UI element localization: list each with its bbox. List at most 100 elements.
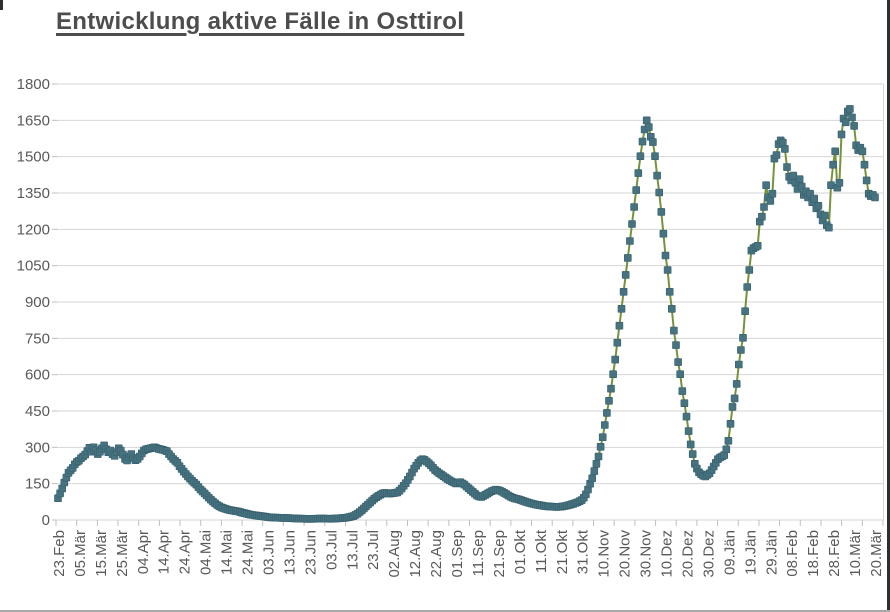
data-marker [680, 399, 689, 408]
x-tick-label: 24.Mai [240, 530, 257, 575]
y-tick-label: 1800 [17, 76, 50, 93]
x-tick-label: 18.Feb [805, 530, 822, 577]
x-tick-label: 20.Nov [617, 530, 634, 578]
data-marker [672, 341, 680, 349]
data-marker [772, 151, 781, 159]
data-marker [745, 266, 754, 274]
x-tick-label: 23.Feb [51, 530, 68, 577]
data-marker [768, 189, 777, 198]
data-marker [789, 171, 798, 180]
x-tick-label: 03.Jul [323, 530, 340, 570]
x-tick-label: 25.Mär [114, 530, 131, 577]
y-tick-label: 300 [25, 439, 50, 456]
y-tick-label: 900 [25, 294, 50, 311]
data-marker [686, 440, 695, 449]
data-marker [848, 113, 856, 122]
data-marker [841, 118, 850, 127]
x-tick-label: 23.Jul [365, 530, 382, 570]
x-tick-label: 10.Dez [659, 530, 676, 578]
data-marker [810, 194, 819, 203]
data-marker [730, 394, 739, 403]
x-tick-label: 11.Okt [533, 529, 550, 573]
y-tick-label: 1650 [17, 112, 50, 129]
data-marker [661, 251, 670, 260]
data-marker [762, 181, 770, 189]
series-line [57, 107, 876, 520]
data-marker [655, 188, 664, 197]
data-marker [613, 338, 622, 347]
data-marker [781, 145, 789, 153]
data-marker [835, 179, 844, 187]
data-marker [688, 450, 697, 458]
y-tick-label: 150 [25, 476, 50, 493]
data-marker [619, 287, 628, 296]
x-tick-label: 28.Feb [826, 530, 843, 577]
data-marker [636, 152, 645, 160]
data-marker [837, 130, 846, 139]
data-marker [609, 370, 617, 379]
data-marker [653, 171, 661, 180]
x-axis-labels: 23.Feb 05.Mär 15.Mär 25.Mär 04.Apr 14.Apr 24.A… [51, 529, 885, 577]
data-marker [682, 412, 691, 421]
screen-edge-right [887, 0, 890, 612]
data-marker [820, 211, 829, 220]
x-tick-label: 11.Sep [470, 530, 487, 576]
data-marker [825, 223, 833, 232]
data-marker [623, 254, 632, 262]
data-marker [862, 176, 871, 185]
data-marker [846, 105, 854, 113]
screen-edge-corner [0, 0, 3, 10]
x-tick-label: 20.Mär [868, 530, 885, 577]
data-marker [860, 160, 869, 169]
x-tick-label: 21.Okt [554, 529, 571, 574]
data-marker [598, 433, 607, 442]
y-tick-label: 1350 [17, 185, 50, 202]
data-marker [632, 186, 641, 194]
data-marker [651, 152, 659, 160]
x-tick-label: 03.Jun [260, 530, 277, 575]
data-marker [594, 452, 603, 461]
data-marker [737, 346, 745, 354]
data-marker [663, 266, 672, 274]
chart-title: Entwicklung aktive Fälle in Osttirol [56, 8, 465, 35]
data-marker [766, 197, 775, 205]
data-marker [831, 147, 840, 156]
x-tick-label: 22.Aug [428, 530, 445, 578]
data-marker [684, 427, 693, 435]
data-marker [649, 138, 657, 146]
x-tick-label: 23.Jun [302, 530, 319, 575]
data-marker [590, 467, 599, 475]
data-marker [644, 123, 653, 131]
x-tick-label: 04.Mai [198, 530, 215, 575]
x-tick-label: 14.Mai [219, 530, 236, 575]
data-marker [753, 242, 762, 250]
data-marker [795, 175, 804, 183]
gridlines [56, 83, 884, 521]
y-axis-ticks [52, 83, 57, 521]
data-marker [726, 419, 735, 428]
data-marker [607, 384, 615, 393]
x-tick-label: 21.Sep [491, 530, 508, 578]
x-tick-label: 29.Jän [763, 530, 780, 575]
data-marker [592, 459, 601, 468]
data-marker [670, 326, 678, 335]
screen-edge-bottom [0, 610, 890, 612]
data-marker [634, 169, 643, 177]
x-tick-label: 08.Feb [784, 530, 801, 577]
y-axis-labels: 0 150 300 450 600 750 900 1050 1200 1350 1500 1650 1… [17, 76, 50, 529]
data-marker [596, 442, 605, 451]
data-marker [871, 193, 879, 202]
data-marker [827, 181, 835, 189]
x-tick-label: 12.Aug [407, 530, 424, 578]
x-tick-label: 30.Dez [700, 530, 717, 578]
data-marker [829, 160, 837, 169]
x-tick-label: 09.Jän [721, 530, 738, 575]
y-tick-label: 0 [42, 512, 50, 529]
x-tick-label: 10.Mär [847, 530, 864, 577]
data-marker [728, 403, 737, 411]
data-marker [724, 436, 733, 445]
data-marker [678, 387, 687, 395]
data-marker [674, 358, 682, 366]
data-marker [722, 445, 731, 454]
